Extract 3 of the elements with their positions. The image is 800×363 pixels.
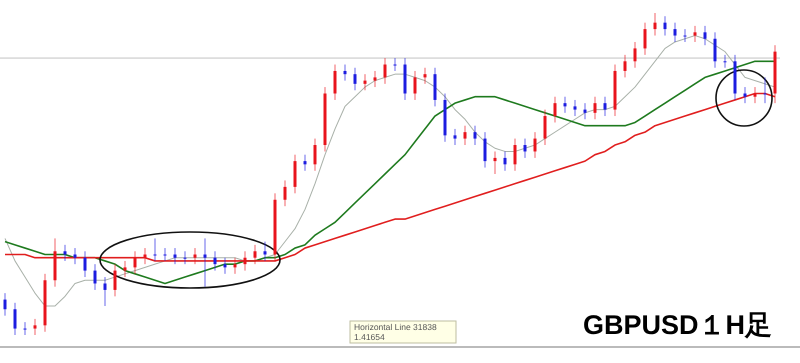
annotation: Horizontal Line 31838 1.41654: [350, 320, 456, 344]
text: GBPUSD１H足: [582, 310, 772, 340]
annotation: Horizontal Line 31838 1.41654: [354, 322, 437, 342]
